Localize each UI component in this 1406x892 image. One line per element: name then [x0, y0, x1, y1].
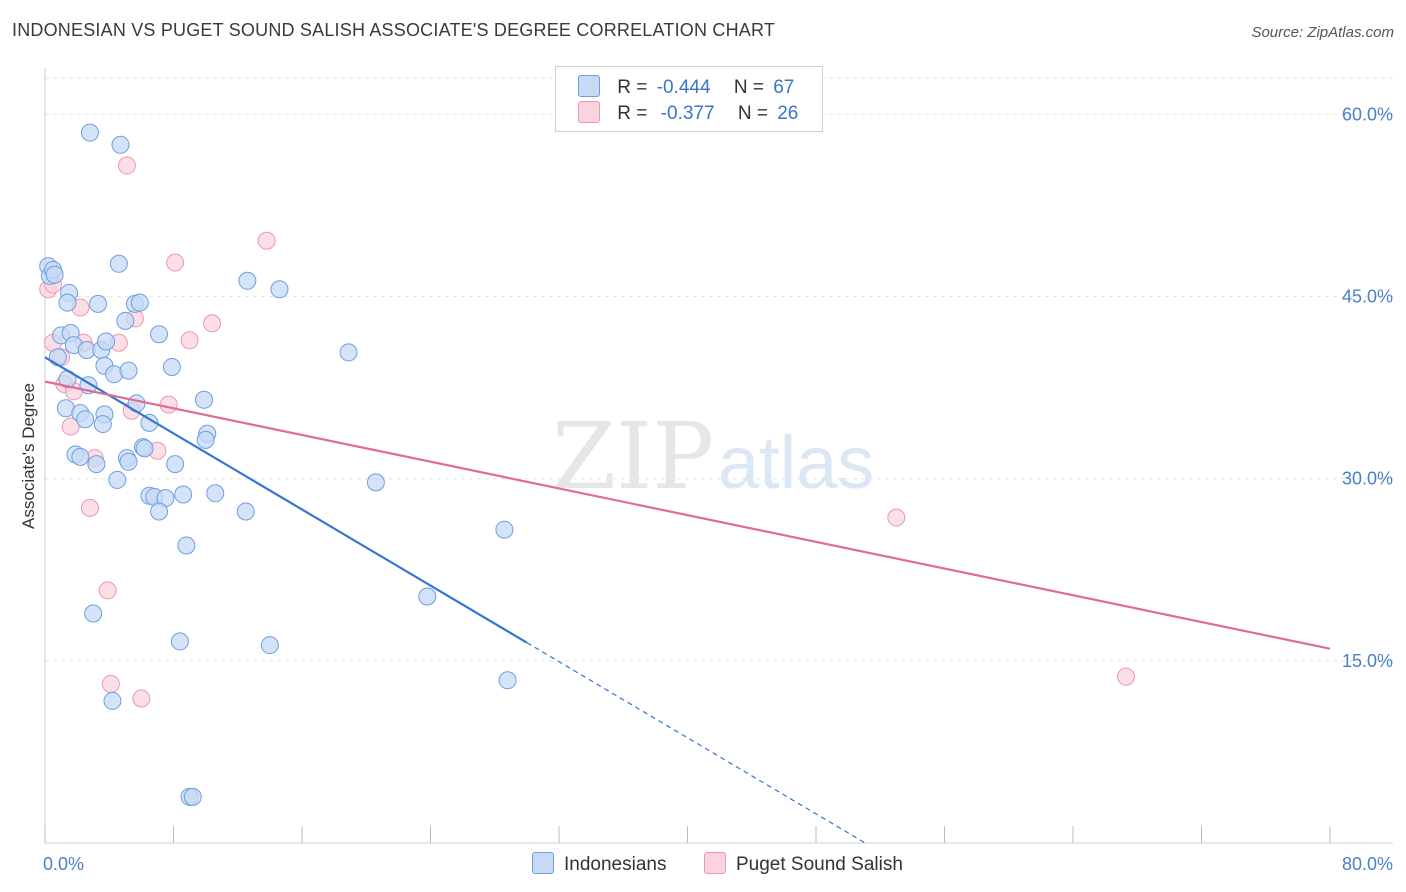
indonesian-point	[177, 536, 196, 555]
indonesian-point	[366, 473, 385, 492]
indonesian-point	[174, 485, 193, 504]
salish-point	[887, 508, 906, 527]
salish-point	[132, 689, 151, 708]
legend-n-label: N =	[737, 103, 768, 124]
indonesian-point	[183, 787, 202, 806]
indonesian-point	[135, 439, 154, 458]
indonesian-point	[103, 691, 122, 710]
salish-point	[101, 674, 120, 693]
indonesian-swatch	[578, 75, 600, 97]
salish-point	[180, 331, 199, 350]
indonesian-point	[71, 447, 90, 466]
salish-point	[159, 395, 178, 414]
indonesian-point	[195, 390, 214, 409]
indonesian-point	[48, 348, 67, 367]
axes	[44, 68, 1393, 844]
indonesian-point	[97, 332, 116, 351]
salish-trend-line	[44, 380, 1331, 650]
legend-r-value: -0.444	[656, 77, 711, 98]
indonesian-point	[150, 502, 169, 521]
indonesian-point	[119, 361, 138, 380]
legend-r-label: R =	[617, 77, 648, 98]
indonesian-point	[119, 452, 138, 471]
gridlines	[45, 77, 1393, 662]
y-tick-label: 60.0%	[1342, 104, 1393, 124]
salish-point	[98, 581, 117, 600]
indonesian-point	[80, 123, 99, 142]
chart-source: Source: ZipAtlas.com	[1251, 24, 1394, 41]
indonesian-point	[127, 394, 146, 413]
indonesian-point	[162, 358, 181, 376]
legend-label-salish: Puget Sound Salish	[736, 854, 903, 875]
salish-point	[117, 156, 136, 175]
indonesian-point	[58, 293, 77, 312]
legend-row-salish: R = -0.377 N = 26	[578, 101, 798, 127]
chart-title: INDONESIAN VS PUGET SOUND SALISH ASSOCIA…	[12, 20, 776, 40]
indonesian-point	[93, 415, 112, 434]
legend-row-indonesians: R = -0.444 N = 67	[578, 75, 794, 101]
salish-point	[257, 231, 276, 250]
watermark-zip: ZIP	[552, 403, 714, 510]
indonesian-point	[166, 455, 185, 474]
indonesian-point	[89, 294, 108, 313]
indonesian-point	[495, 520, 514, 539]
y-tick-label: 45.0%	[1342, 287, 1393, 307]
indonesian-point	[418, 587, 437, 606]
y-axis-label: Associate's Degree	[19, 383, 38, 529]
salish-swatch	[578, 101, 600, 123]
legend-n-value: 67	[773, 77, 795, 98]
indonesian-point	[498, 671, 517, 690]
indonesian-point	[109, 254, 128, 273]
indonesian-points	[39, 123, 517, 806]
indonesian-point	[84, 604, 103, 623]
indonesian-point	[76, 410, 95, 429]
indonesian-point	[270, 280, 289, 299]
salish-point	[80, 498, 99, 517]
salish-point	[1117, 667, 1136, 686]
legend-item-salish: Puget Sound Salish	[704, 852, 903, 876]
indonesian-point	[206, 484, 225, 503]
indonesian-point	[45, 265, 64, 284]
salish-point	[203, 314, 222, 333]
salish-point	[166, 253, 185, 272]
indonesian-point	[170, 632, 189, 651]
indonesian-swatch	[532, 852, 554, 874]
indonesian-trend-line	[44, 356, 528, 644]
trend-lines	[44, 356, 1331, 843]
indonesian-point	[238, 271, 257, 290]
indonesian-point	[108, 470, 127, 489]
indonesian-point	[140, 413, 159, 432]
x-tick-label-min: 0.0%	[43, 854, 84, 874]
axis-labels: 15.0% 30.0% 45.0% 60.0% 0.0% 80.0% Associate's…	[19, 104, 1393, 874]
indonesian-point	[236, 502, 255, 521]
indonesian-point	[111, 135, 130, 154]
legend-item-indonesians: Indonesians	[532, 852, 666, 876]
indonesian-point	[150, 325, 169, 344]
indonesian-point	[116, 311, 135, 330]
indonesian-point	[196, 430, 215, 449]
legend-label-indonesians: Indonesians	[564, 854, 667, 875]
salish-swatch	[704, 852, 726, 874]
indonesian-point	[87, 455, 106, 474]
indonesian-point	[130, 293, 149, 312]
y-tick-label: 15.0%	[1342, 651, 1393, 671]
salish-point	[61, 417, 80, 436]
legend-r-value: -0.377	[660, 103, 715, 124]
x-tick-label-max: 80.0%	[1342, 854, 1393, 874]
indonesian-point	[339, 343, 358, 362]
watermark-atlas: atlas	[718, 421, 874, 504]
y-tick-label: 30.0%	[1342, 469, 1393, 489]
indonesian-trend-extension	[526, 642, 865, 843]
stats-legend: R = -0.444 N = 67 R = -0.377 N = 26	[555, 66, 823, 132]
legend-n-value: 26	[777, 103, 799, 124]
legend-r-label: R =	[617, 103, 648, 124]
indonesian-point	[260, 636, 279, 655]
legend-n-label: N =	[733, 77, 764, 98]
